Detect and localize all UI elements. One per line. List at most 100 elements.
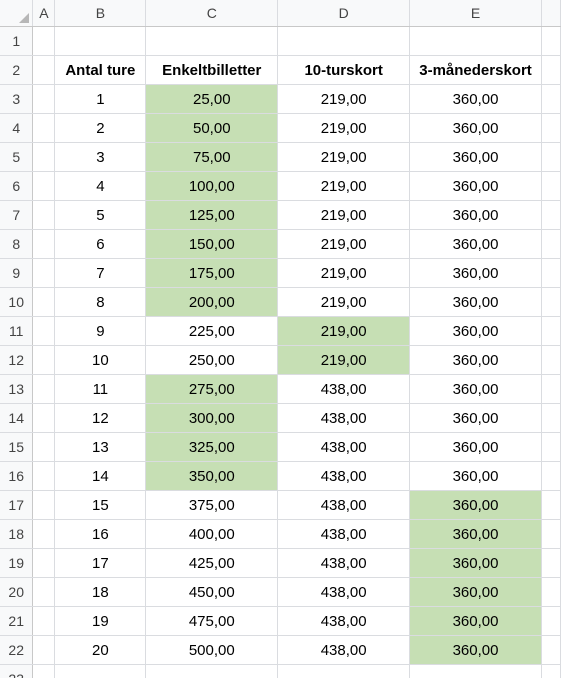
cell[interactable] [32,84,56,114]
cell[interactable] [541,142,561,172]
cell[interactable] [541,258,561,288]
row-header[interactable]: 8 [0,229,34,259]
table-cell[interactable]: 219,00 [277,142,411,172]
cell[interactable] [32,606,56,636]
cell[interactable] [32,374,56,404]
cell[interactable] [541,374,561,404]
cell[interactable] [32,229,56,259]
cell[interactable] [32,403,56,433]
cell[interactable] [277,664,411,678]
table-cell[interactable]: 16 [54,519,147,549]
table-cell[interactable]: 400,00 [145,519,279,549]
table-cell[interactable]: 75,00 [145,142,279,172]
table-cell[interactable]: 360,00 [409,287,542,317]
table-cell[interactable]: 2 [54,113,147,143]
table-cell[interactable]: 12 [54,403,147,433]
table-cell[interactable]: 438,00 [277,461,411,491]
cell[interactable] [32,664,56,678]
cell[interactable] [32,432,56,462]
row-header[interactable]: 9 [0,258,34,288]
table-cell[interactable]: 4 [54,171,147,201]
cell[interactable] [409,664,542,678]
table-cell[interactable]: 225,00 [145,316,279,346]
table-cell[interactable]: 7 [54,258,147,288]
cell[interactable] [541,548,561,578]
table-cell[interactable]: 9 [54,316,147,346]
row-header[interactable]: 3 [0,84,34,114]
row-header[interactable]: 23 [0,664,34,678]
cell[interactable] [541,200,561,230]
cell[interactable] [32,142,56,172]
table-cell[interactable]: 360,00 [409,432,542,462]
select-all-corner[interactable] [0,0,34,27]
cell[interactable] [541,316,561,346]
table-cell[interactable]: 25,00 [145,84,279,114]
row-header[interactable]: 19 [0,548,34,578]
table-cell[interactable]: 6 [54,229,147,259]
table-cell[interactable]: 360,00 [409,461,542,491]
table-cell[interactable]: 300,00 [145,403,279,433]
row-header[interactable]: 11 [0,316,34,346]
cell[interactable] [541,171,561,201]
row-header[interactable]: 18 [0,519,34,549]
row-header[interactable]: 6 [0,171,34,201]
table-cell[interactable]: 438,00 [277,432,411,462]
row-header[interactable]: 10 [0,287,34,317]
table-cell[interactable]: 360,00 [409,374,542,404]
table-cell[interactable]: 13 [54,432,147,462]
cell[interactable] [541,461,561,491]
table-cell[interactable]: 360,00 [409,84,542,114]
row-header[interactable]: 2 [0,55,34,85]
table-cell[interactable]: 438,00 [277,606,411,636]
table-cell[interactable]: 14 [54,461,147,491]
table-cell[interactable]: 438,00 [277,635,411,665]
table-cell[interactable]: 438,00 [277,490,411,520]
cell[interactable] [32,548,56,578]
cell[interactable] [541,577,561,607]
cell[interactable] [54,26,147,56]
column-header-c[interactable]: C [145,0,279,27]
table-cell[interactable]: 360,00 [409,229,542,259]
table-cell[interactable]: 360,00 [409,548,542,578]
row-header[interactable]: 14 [0,403,34,433]
table-cell[interactable]: 50,00 [145,113,279,143]
cell[interactable] [541,635,561,665]
table-cell[interactable]: 450,00 [145,577,279,607]
cell[interactable] [32,287,56,317]
table-cell[interactable]: 360,00 [409,635,542,665]
cell[interactable] [32,316,56,346]
column-header-e[interactable]: E [409,0,542,27]
table-cell[interactable]: 360,00 [409,606,542,636]
table-cell[interactable]: 360,00 [409,577,542,607]
table-cell[interactable]: 360,00 [409,316,542,346]
table-cell[interactable]: 3 [54,142,147,172]
cell[interactable] [541,55,561,85]
table-cell[interactable]: 150,00 [145,229,279,259]
cell[interactable] [32,490,56,520]
cell[interactable] [32,345,56,375]
cell[interactable] [32,519,56,549]
table-cell[interactable]: 11 [54,374,147,404]
table-cell[interactable]: 275,00 [145,374,279,404]
table-cell[interactable]: 100,00 [145,171,279,201]
table-cell[interactable]: 475,00 [145,606,279,636]
row-header[interactable]: 1 [0,26,34,56]
table-cell[interactable]: 219,00 [277,113,411,143]
table-cell[interactable]: 200,00 [145,287,279,317]
table-cell[interactable]: 5 [54,200,147,230]
table-cell[interactable]: 360,00 [409,258,542,288]
cell[interactable] [541,229,561,259]
table-cell[interactable]: 219,00 [277,316,411,346]
column-header-d[interactable]: D [277,0,411,27]
cell[interactable] [145,664,279,678]
table-cell[interactable]: 438,00 [277,374,411,404]
table-cell[interactable]: 18 [54,577,147,607]
cell[interactable] [541,84,561,114]
cell[interactable] [541,113,561,143]
row-header[interactable]: 13 [0,374,34,404]
table-cell[interactable]: 438,00 [277,548,411,578]
table-cell[interactable]: 360,00 [409,200,542,230]
table-cell[interactable]: 360,00 [409,490,542,520]
column-header-f-partial[interactable] [541,0,561,27]
table-cell[interactable]: 360,00 [409,519,542,549]
